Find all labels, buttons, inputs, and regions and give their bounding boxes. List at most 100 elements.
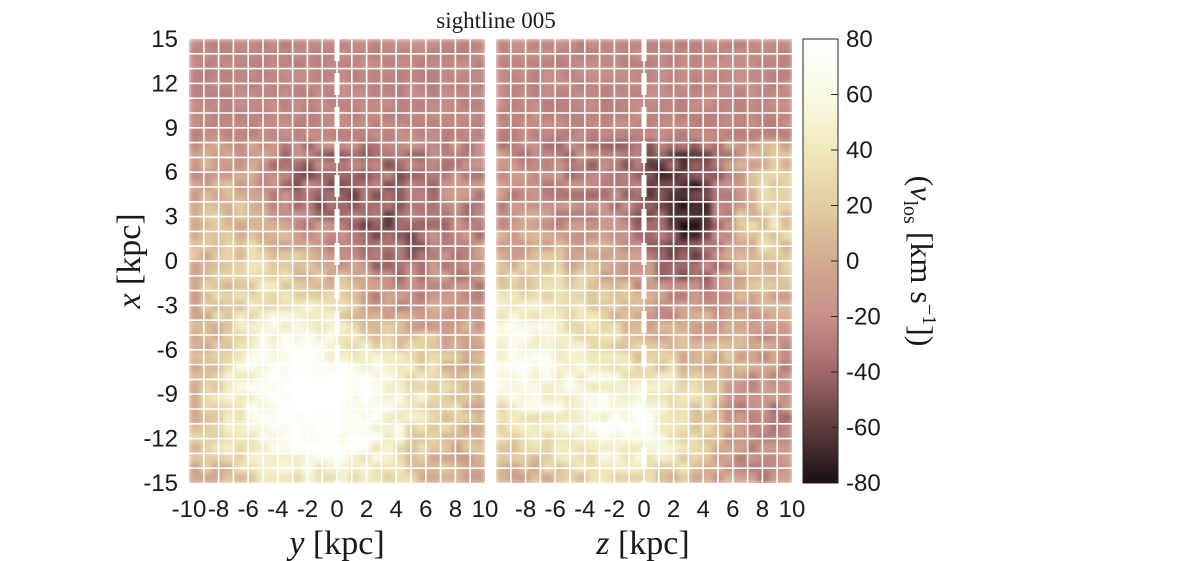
heatmap-cell — [200, 200, 213, 212]
heatmap-cell — [473, 129, 485, 141]
colorbar-tick-label: -80 — [846, 470, 881, 497]
heatmap-cell — [302, 150, 316, 161]
heatmap-cell — [337, 452, 350, 464]
heatmap-cell — [632, 190, 645, 202]
heatmap-cell — [439, 129, 452, 141]
y-tick-label: 12 — [151, 70, 178, 97]
heatmap-cell — [700, 119, 714, 131]
heatmap-cell — [598, 372, 611, 383]
heatmap-cell — [598, 190, 611, 202]
heatmap-cell — [632, 59, 645, 71]
heatmap-cell — [609, 180, 623, 192]
heatmap-cell — [632, 39, 645, 50]
heatmap-cell — [348, 281, 361, 293]
heatmap-cell — [416, 341, 429, 353]
heatmap-cell — [507, 382, 520, 393]
heatmap-cell — [439, 301, 452, 313]
heatmap-cell — [439, 392, 452, 404]
heatmap-cell — [200, 190, 213, 202]
heatmap-cell — [325, 331, 338, 343]
heatmap-cell — [371, 442, 384, 454]
heatmap-cell — [371, 129, 384, 141]
heatmap-cell — [245, 170, 259, 182]
heatmap-cell — [700, 392, 714, 404]
heatmap-cell — [644, 281, 657, 293]
heatmap-cell — [371, 291, 384, 303]
heatmap-cell — [678, 139, 691, 151]
x-tick-label: 0 — [330, 496, 343, 523]
heatmap-cell — [268, 412, 281, 424]
heatmap-cell — [757, 392, 771, 404]
heatmap-cell — [280, 331, 293, 343]
heatmap-cell — [689, 472, 702, 483]
heatmap-cell — [769, 412, 782, 424]
heatmap-cell — [337, 230, 350, 242]
heatmap-cell — [245, 442, 259, 454]
heatmap-cell — [735, 442, 748, 454]
heatmap-cell — [507, 361, 520, 373]
heatmap-cell — [371, 311, 384, 323]
heatmap-cell — [302, 472, 316, 483]
heatmap-cell — [245, 372, 259, 383]
heatmap-cell — [416, 160, 429, 171]
heatmap-cell — [632, 472, 645, 483]
heatmap-cell — [700, 261, 714, 272]
heatmap-cell — [189, 291, 202, 303]
heatmap-cell — [757, 69, 771, 81]
heatmap-cell — [530, 119, 543, 131]
heatmap-cell — [428, 442, 441, 454]
heatmap-cell — [382, 412, 395, 424]
heatmap-cell — [473, 59, 485, 71]
heatmap-cell — [700, 230, 714, 242]
heatmap-cell — [541, 170, 554, 182]
heatmap-cell — [314, 109, 327, 121]
heatmap-cell — [302, 402, 316, 414]
heatmap-cell — [621, 119, 634, 131]
heatmap-cell — [746, 200, 759, 212]
heatmap-cell — [416, 382, 429, 393]
heatmap-cell — [723, 39, 736, 50]
x-tick-label: 8 — [756, 496, 769, 523]
heatmap-cell — [689, 139, 702, 151]
x-tick-label: -8 — [515, 496, 536, 523]
heatmap-cell — [678, 442, 691, 454]
heatmap-cell — [382, 39, 395, 50]
heatmap-cell — [678, 452, 691, 464]
heatmap-cell — [189, 452, 202, 464]
heatmap-cell — [291, 281, 304, 293]
heatmap-cell — [780, 422, 792, 434]
heatmap-cell — [689, 220, 702, 232]
heatmap-cell — [598, 301, 611, 313]
heatmap-cell — [598, 250, 611, 262]
heatmap-cell — [496, 79, 509, 91]
heatmap-cell — [223, 109, 236, 121]
heatmap-cell — [678, 160, 691, 171]
heatmap-cell — [678, 412, 691, 424]
heatmap-cell — [189, 321, 202, 333]
heatmap-cell — [552, 402, 566, 414]
x-tick-label: -6 — [545, 496, 566, 523]
heatmap-cell — [325, 109, 338, 121]
heatmap-cell — [541, 230, 554, 242]
heatmap-cell — [655, 59, 668, 71]
heatmap-cell — [609, 220, 623, 232]
heatmap-cell — [735, 382, 748, 393]
heatmap-cell — [234, 99, 247, 111]
heatmap-cell — [268, 382, 281, 393]
heatmap-cell — [234, 190, 247, 202]
heatmap-cell — [530, 170, 543, 182]
heatmap-cell — [780, 59, 792, 71]
heatmap-cell — [678, 341, 691, 353]
heatmap-cell — [314, 79, 327, 91]
heatmap-cell — [632, 331, 645, 343]
heatmap-cell — [609, 321, 623, 333]
heatmap-cell — [439, 452, 452, 464]
heatmap-cell — [393, 119, 407, 131]
heatmap-cell — [746, 261, 759, 272]
heatmap-cell — [530, 89, 543, 101]
colorbar-tick-label: 80 — [846, 26, 873, 53]
heatmap-cell — [473, 402, 485, 414]
heatmap-cell — [439, 79, 452, 91]
heatmap-cell — [462, 139, 475, 151]
heatmap-cell — [337, 190, 350, 202]
